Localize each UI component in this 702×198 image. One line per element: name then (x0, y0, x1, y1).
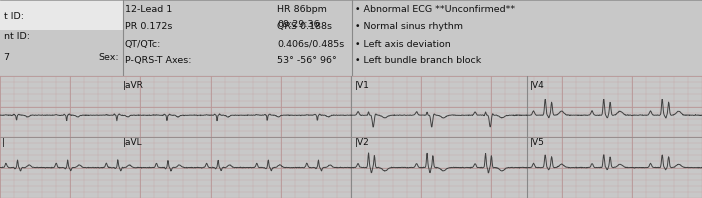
Text: |: | (1, 138, 4, 147)
Text: Sex:: Sex: (99, 53, 119, 62)
Text: |aVR: |aVR (123, 81, 144, 90)
Text: 53° -56° 96°: 53° -56° 96° (277, 56, 337, 66)
Text: HR 86bpm: HR 86bpm (277, 5, 327, 14)
Text: 12-Lead 1: 12-Lead 1 (125, 5, 172, 14)
Text: 09:29:36: 09:29:36 (277, 20, 320, 29)
Text: |V4: |V4 (530, 81, 545, 90)
Text: • Left bundle branch block: • Left bundle branch block (355, 56, 481, 66)
Bar (0, 0, 123, 30)
Text: • Abnormal ECG **Unconfirmed**: • Abnormal ECG **Unconfirmed** (355, 5, 515, 14)
Text: QT/QTc:: QT/QTc: (125, 40, 161, 49)
Text: PR 0.172s: PR 0.172s (125, 22, 172, 31)
Text: 7: 7 (4, 53, 10, 62)
Text: P-QRS-T Axes:: P-QRS-T Axes: (125, 56, 192, 66)
Text: QRS 0.188s: QRS 0.188s (277, 22, 332, 31)
Text: • Left axis deviation: • Left axis deviation (355, 40, 450, 49)
Text: |V1: |V1 (355, 81, 369, 90)
Text: nt ID:: nt ID: (4, 32, 29, 41)
Text: 0.406s/0.485s: 0.406s/0.485s (277, 40, 345, 49)
Text: t ID:: t ID: (4, 12, 23, 21)
Text: |V2: |V2 (355, 138, 369, 147)
Text: |aVL: |aVL (123, 138, 143, 147)
Text: • Normal sinus rhythm: • Normal sinus rhythm (355, 22, 463, 31)
Text: |V5: |V5 (530, 138, 545, 147)
